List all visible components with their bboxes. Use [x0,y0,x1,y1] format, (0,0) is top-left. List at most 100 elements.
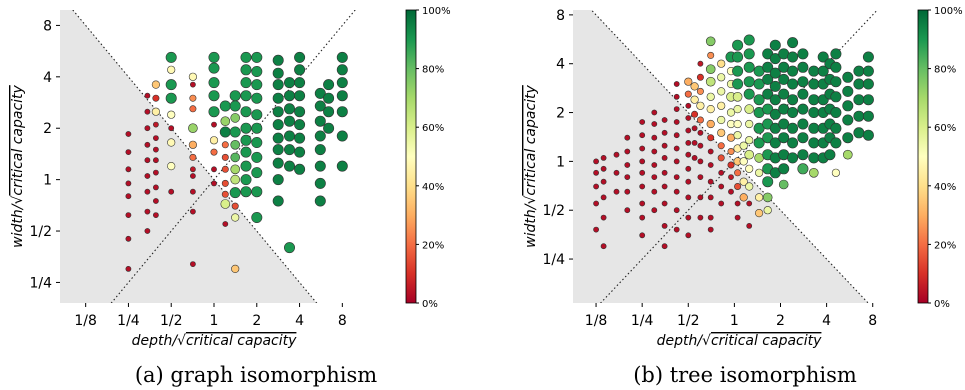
data-point [739,177,748,186]
data-point [661,169,668,176]
data-point [690,82,699,91]
data-point [661,222,668,229]
data-point [336,64,348,76]
data-point [165,79,177,91]
data-point [797,61,809,73]
data-point [744,149,755,160]
colorbar-tick-label: 0% [934,299,950,310]
data-point [696,101,705,110]
data-point [673,119,680,125]
colorbar-tick-label: 40% [934,182,956,193]
data-point [778,88,790,100]
data-point [283,77,295,89]
data-point [639,214,646,221]
reference-line-diagonal [599,10,879,303]
data-point [842,71,854,83]
data-point [593,200,599,207]
reference-line-antidiagonal [72,10,318,303]
data-point [673,207,680,214]
data-point [769,39,781,51]
data-point [639,145,646,152]
data-point [593,158,599,165]
sqrt-symbol: √ [702,333,711,349]
data-point [707,194,714,201]
data-point [151,107,160,116]
data-point [718,183,725,190]
data-point [808,122,820,134]
data-point [167,65,176,74]
data-point [336,90,348,102]
data-point [739,157,748,166]
y-tick-label: 4 [556,57,565,73]
data-point [743,48,755,60]
data-point [727,148,735,156]
data-point [661,142,668,149]
data-point [165,51,177,63]
data-point [188,140,197,149]
data-point [769,67,781,79]
colorbar-tick-label: 60% [422,123,444,134]
data-point [697,129,704,136]
data-point [862,129,874,141]
data-point [314,160,326,172]
data-point [862,65,874,77]
data-point [624,134,631,141]
data-point [762,103,774,115]
data-point [189,153,197,161]
data-point [240,51,252,63]
data-point [240,160,252,172]
data-point [152,94,160,102]
data-point [251,186,263,198]
data-point [746,200,753,207]
data-point [208,51,220,63]
x-tick-label: 1/2 [677,313,700,329]
sqrt-symbol: √ [523,196,539,205]
data-point [272,119,284,131]
data-point [240,64,252,76]
data-point [168,125,175,132]
data-point [639,183,646,190]
data-point [685,151,692,158]
y-axis-label-prefix: width/ [10,203,26,248]
x-tick-label: 8 [868,313,877,329]
data-point [613,169,620,176]
data-point [251,167,263,179]
sqrt-symbol: √ [177,333,186,349]
data-point [651,121,658,127]
data-point [797,163,809,175]
colorbar-tick-label: 0% [422,299,438,310]
data-point [168,188,175,195]
data-point [144,228,151,234]
data-point [125,193,132,200]
data-point [314,87,326,99]
data-point [639,200,646,207]
data-point [762,176,774,188]
data-point [651,109,658,116]
data-point [229,126,241,138]
data-point [219,126,231,138]
data-point [283,144,295,156]
data-point [697,142,704,149]
data-point [734,200,741,207]
x-tick-label: 1/8 [74,313,97,329]
colorbar-tick-label: 20% [934,240,956,251]
data-point [272,144,284,156]
data-point [314,115,326,127]
data-point [251,79,263,91]
data-point [639,169,646,176]
data-point [778,73,790,85]
data-point [283,242,295,254]
data-point [294,132,306,144]
data-point [221,190,229,198]
data-point [769,137,781,149]
x-tick-label: 1/8 [585,313,608,329]
data-point [661,129,668,136]
x-axis-label-prefix: depth/ [132,333,179,349]
data-point [251,51,263,63]
data-point [745,136,754,145]
data-point [691,154,698,161]
data-point [294,64,306,76]
x-tick-label: 4 [822,313,831,329]
data-point [707,214,714,221]
data-point [787,122,799,134]
